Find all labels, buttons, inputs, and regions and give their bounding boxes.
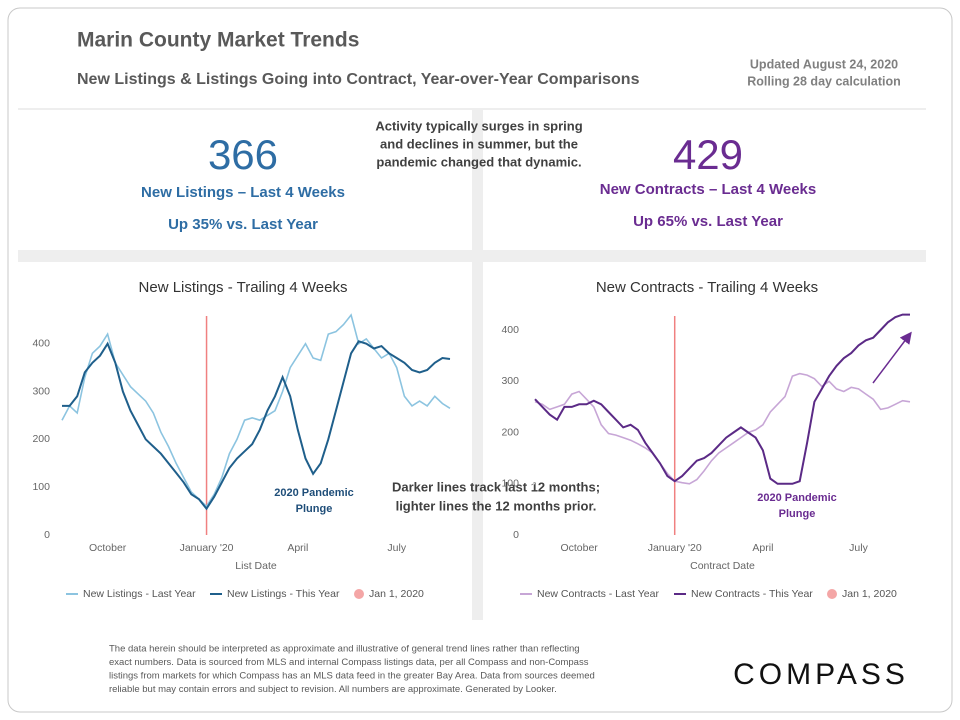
x-tick-label: January '20	[648, 542, 702, 554]
x-tick-label: April	[287, 542, 308, 554]
y-tick-label: 100	[501, 478, 519, 490]
callout: and declines in summer, but the	[380, 136, 578, 151]
stat-panel	[18, 110, 472, 250]
callout: pandemic changed that dynamic.	[376, 154, 581, 169]
disclaimer: listings from markets for which Compass …	[109, 671, 595, 682]
callout: lighter lines the 12 months prior.	[396, 498, 597, 513]
legend-label: New Listings - This Year	[227, 588, 340, 600]
annotation: Plunge	[779, 508, 816, 520]
stat-panel	[483, 110, 926, 250]
callout: Darker lines track last 12 months;	[392, 479, 600, 494]
legend-label: New Contracts - This Year	[691, 588, 813, 600]
x-tick-label: July	[387, 542, 406, 554]
y-tick-label: 100	[32, 481, 50, 493]
x-tick-label: January '20	[180, 542, 234, 554]
annotation: 2020 Pandemic	[274, 487, 354, 499]
title: Marin County Market Trends	[77, 29, 359, 52]
stat-label: New Contracts – Last 4 Weeks	[600, 181, 816, 198]
disclaimer: The data herein should be interpreted as…	[109, 644, 580, 655]
x-axis-title: Contract Date	[690, 560, 755, 572]
legend-label: New Contracts - Last Year	[537, 588, 659, 600]
trend-arrow	[872, 331, 912, 384]
callout: Activity typically surges in spring	[375, 118, 582, 133]
stat-change: Up 35% vs. Last Year	[168, 216, 318, 233]
y-tick-label: 300	[501, 375, 519, 387]
footer: The data herein should be interpreted as…	[109, 644, 595, 696]
x-axis-title: List Date	[235, 560, 277, 572]
legend-swatch	[354, 589, 364, 599]
chart-panel	[483, 262, 926, 620]
series-line	[534, 313, 910, 485]
y-tick-label: 200	[501, 426, 519, 438]
legend-swatch	[827, 589, 837, 599]
y-tick-label: 400	[501, 324, 519, 336]
annotation: 2020 Pandemic	[757, 492, 837, 504]
y-tick-label: 200	[32, 433, 50, 445]
x-tick-label: April	[752, 542, 773, 554]
updated: Updated August 24, 2020	[750, 57, 898, 71]
legend-label: New Listings - Last Year	[83, 588, 196, 600]
stat-value: 366	[208, 131, 278, 178]
y-tick-label: 400	[32, 337, 50, 349]
stat-label: New Listings – Last 4 Weeks	[141, 184, 345, 201]
disclaimer: reliable but may contain errors and subj…	[109, 684, 557, 695]
legend-label: Jan 1, 2020	[369, 588, 424, 600]
x-tick-label: October	[560, 542, 598, 554]
stat-value: 429	[673, 131, 743, 178]
chart-title: New Listings - Trailing 4 Weeks	[139, 279, 348, 296]
logo: COMPASS	[733, 658, 909, 691]
series-line	[534, 372, 911, 485]
legend-label: Jan 1, 2020	[842, 588, 897, 600]
y-tick-label: 0	[44, 529, 50, 541]
chart-panel	[18, 262, 472, 620]
series-line	[62, 340, 451, 511]
y-tick-label: 0	[513, 529, 519, 541]
disclaimer: exact numbers. Data is sourced from MLS …	[109, 657, 589, 668]
subtitle: New Listings & Listings Going into Contr…	[77, 71, 640, 88]
note: Rolling 28 day calculation	[747, 74, 901, 88]
x-tick-label: July	[849, 542, 868, 554]
chart-title: New Contracts - Trailing 4 Weeks	[596, 279, 818, 296]
series-line	[61, 313, 451, 508]
stat-change: Up 65% vs. Last Year	[633, 213, 783, 230]
x-tick-label: October	[89, 542, 127, 554]
y-tick-label: 300	[32, 385, 50, 397]
annotation: Plunge	[296, 503, 333, 515]
